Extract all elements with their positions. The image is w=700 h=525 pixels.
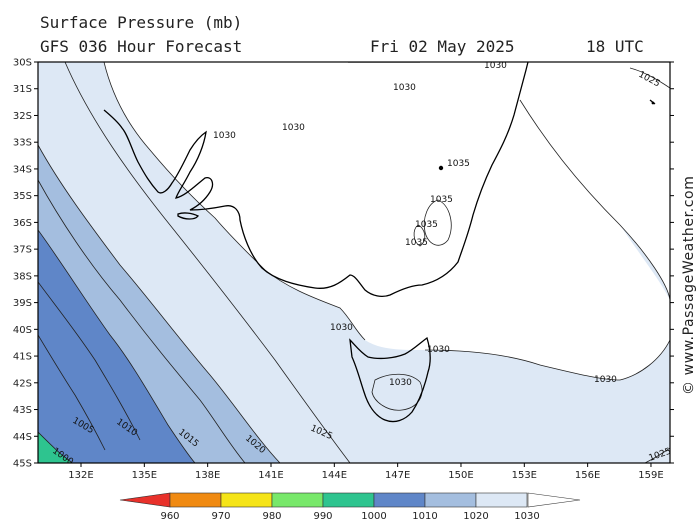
latitude-axis: 30S 31S 32S 33S 34S 35S 36S 37S 38S 39S 40S 41S 42S 4… (13, 58, 674, 470)
latitude-label: 37S (13, 245, 32, 256)
latitude-label: 34S (13, 164, 32, 175)
band-lt-1000 (38, 432, 72, 463)
legend-swatch (475, 492, 528, 508)
longitude-label: 144E (322, 470, 347, 481)
isobar-label-1035: 1035 (447, 159, 470, 169)
legend-label: 1000 (361, 511, 386, 522)
isobar-label-1030: 1030 (427, 345, 450, 355)
latitude-label: 31S (13, 84, 32, 95)
latitude-label: 36S (13, 218, 32, 229)
legend-low-arrow (119, 492, 171, 508)
isobar-label-1030: 1030 (484, 61, 507, 71)
latitude-label: 41S (13, 352, 32, 363)
latitude-label: 33S (13, 138, 32, 149)
longitude-label: 138E (195, 470, 220, 481)
isobar-label-1030: 1030 (213, 131, 236, 141)
isobar-label-1035: 1035 (405, 238, 428, 248)
map-title: Surface Pressure (mb) (40, 13, 243, 32)
longitude-label: 150E (448, 470, 473, 481)
longitude-label: 132E (68, 470, 93, 481)
isobar-label-1030: 1030 (330, 323, 353, 333)
map-frame (37, 61, 671, 464)
band-ge-1030 (104, 62, 670, 380)
longitude-axis: 132E 135E 138E 141E 144E 147E 150E 153E 156E 159E (68, 463, 664, 481)
legend-swatch (373, 492, 426, 508)
legend-high-arrow (527, 492, 581, 508)
latitude-label: 32S (13, 111, 32, 122)
legend-swatch (322, 492, 375, 508)
longitude-label: 135E (132, 470, 157, 481)
longitude-label: 141E (258, 470, 283, 481)
latitude-label: 35S (13, 191, 32, 202)
legend-swatch (424, 492, 477, 508)
legend-label: 960 (160, 511, 179, 522)
forecast-date: Fri 02 May 2025 (370, 37, 515, 56)
latitude-label: 30S (13, 58, 32, 69)
pressure-fill-layer: 1030 1030 1030 1030 1030 1030 1030 1030 … (38, 61, 670, 463)
latitude-label: 45S (13, 459, 32, 470)
isobar-label-1035: 1035 (415, 220, 438, 230)
legend-label: 1030 (514, 511, 539, 522)
pressure-legend: 960 970 980 990 1000 1010 1020 1030 (119, 492, 581, 522)
legend-label: 990 (313, 511, 332, 522)
isobar-label-1030: 1030 (393, 83, 416, 93)
isobar-label-1030: 1030 (594, 375, 617, 385)
isobar-label-1030: 1030 (282, 123, 305, 133)
legend-label: 980 (262, 511, 281, 522)
latitude-label: 38S (13, 271, 32, 282)
legend-swatch (169, 492, 222, 508)
legend-label: 1010 (412, 511, 437, 522)
forecast-time: 18 UTC (586, 37, 644, 56)
legend-label: 970 (211, 511, 230, 522)
legend-swatch (271, 492, 324, 508)
isobar-label-1030: 1030 (389, 378, 412, 388)
isobar-lines (38, 62, 670, 463)
isobar-label-1035: 1035 (430, 195, 453, 205)
legend-label: 1020 (463, 511, 488, 522)
latitude-label: 42S (13, 378, 32, 389)
latitude-label: 40S (13, 325, 32, 336)
legend-swatch (220, 492, 273, 508)
latitude-label: 39S (13, 298, 32, 309)
high-pressure-marker (438, 165, 444, 171)
longitude-label: 153E (512, 470, 537, 481)
latitude-label: 43S (13, 405, 32, 416)
longitude-label: 147E (385, 470, 410, 481)
longitude-label: 156E (575, 470, 600, 481)
island-marker (651, 101, 655, 105)
longitude-label: 159E (638, 470, 663, 481)
model-run: GFS 036 Hour Forecast (40, 37, 243, 56)
latitude-label: 44S (13, 432, 32, 443)
